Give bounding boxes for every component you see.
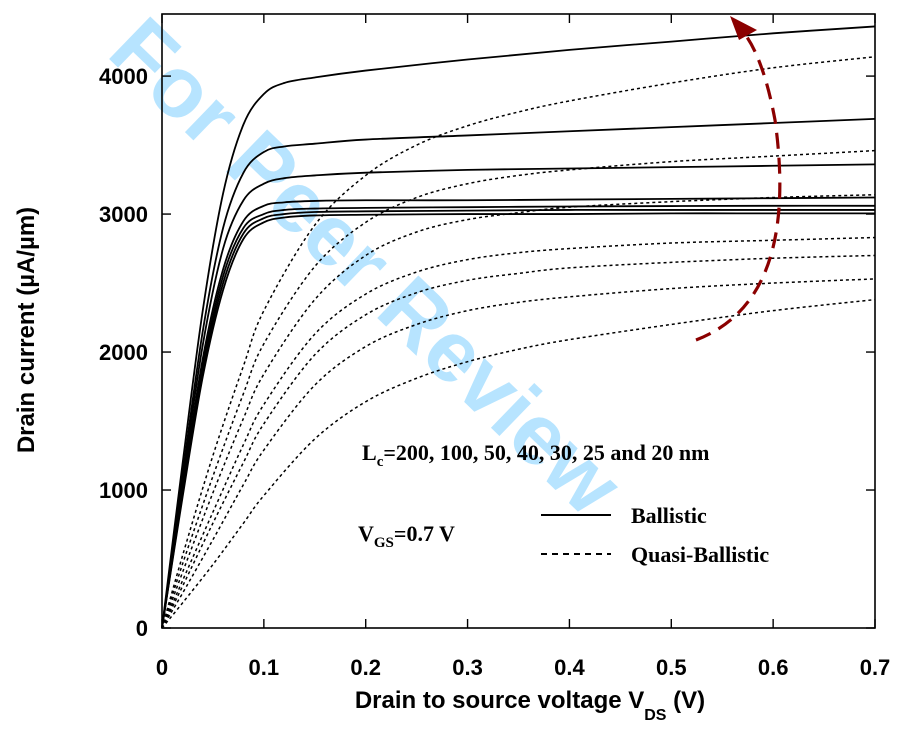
x-tick-label-0.3: 0.3 <box>452 655 483 680</box>
x-axis-title-unit: (V) <box>666 687 705 714</box>
trend-arrow <box>695 16 782 342</box>
quasi-ballistic-curve-3 <box>161 194 876 629</box>
lc-annotation-sub: c <box>377 454 384 470</box>
x-tick-label-0.6: 0.6 <box>758 655 789 680</box>
y-tick-label-4000: 4000 <box>99 64 148 89</box>
ballistic-curve-5 <box>161 204 876 629</box>
ballistic-curve-4 <box>161 196 876 629</box>
trend-arrow-path <box>695 24 782 342</box>
y-tick-label-3000: 3000 <box>99 202 148 227</box>
legend-ballistic-label: Ballistic <box>631 503 707 528</box>
lc-annotation-rest: =200, 100, 50, 40, 30, 25 and 20 nm <box>383 440 709 465</box>
curves <box>161 25 876 629</box>
x-tick-label-0.2: 0.2 <box>350 655 381 680</box>
trend-arrow-head <box>730 16 757 40</box>
x-tick-label-0.1: 0.1 <box>249 655 280 680</box>
y-tick-label-0: 0 <box>136 616 148 641</box>
x-tick-label-0: 0 <box>156 655 168 680</box>
x-axis-title-sub: DS <box>644 707 667 724</box>
plot-frame <box>161 13 876 629</box>
quasi-ballistic-curve-5 <box>161 254 876 629</box>
plot-border <box>161 13 876 629</box>
quasi-ballistic-curve-2 <box>161 149 876 629</box>
vgs-annotation-sub: GS <box>374 535 394 551</box>
ballistic-curve-7 <box>161 212 875 629</box>
ballistic-curve-6 <box>161 208 875 629</box>
ballistic-curve-1 <box>161 25 876 629</box>
x-tick-label-0.4: 0.4 <box>554 655 585 680</box>
ballistic-curve-2 <box>161 117 876 629</box>
quasi-ballistic-curve-1 <box>161 56 876 629</box>
x-axis-title: Drain to source voltage VDS (V) <box>355 687 705 724</box>
y-axis-ticks: 0 1000 2000 3000 4000 <box>99 64 875 641</box>
y-tick-label-1000: 1000 <box>99 478 148 503</box>
quasi-ballistic-curve-4 <box>161 236 876 629</box>
vgs-annotation: VGS=0.7 V <box>358 521 455 551</box>
lc-annotation: Lc=200, 100, 50, 40, 30, 25 and 20 nm <box>362 440 709 470</box>
y-tick-label-2000: 2000 <box>99 340 148 365</box>
legend: Ballistic Quasi-Ballistic <box>541 503 769 567</box>
x-axis-ticks: 0 0.1 0.2 0.3 0.4 0.5 0.6 0.7 <box>156 14 890 680</box>
ballistic-curve-3 <box>161 163 876 629</box>
x-tick-label-0.7: 0.7 <box>860 655 891 680</box>
x-tick-label-0.5: 0.5 <box>656 655 687 680</box>
vgs-annotation-rest: =0.7 V <box>394 521 455 546</box>
legend-quasi-ballistic-label: Quasi-Ballistic <box>631 542 769 567</box>
y-axis-title: Drain current (µA/µm) <box>13 207 40 453</box>
quasi-ballistic-curve-7 <box>161 298 876 629</box>
